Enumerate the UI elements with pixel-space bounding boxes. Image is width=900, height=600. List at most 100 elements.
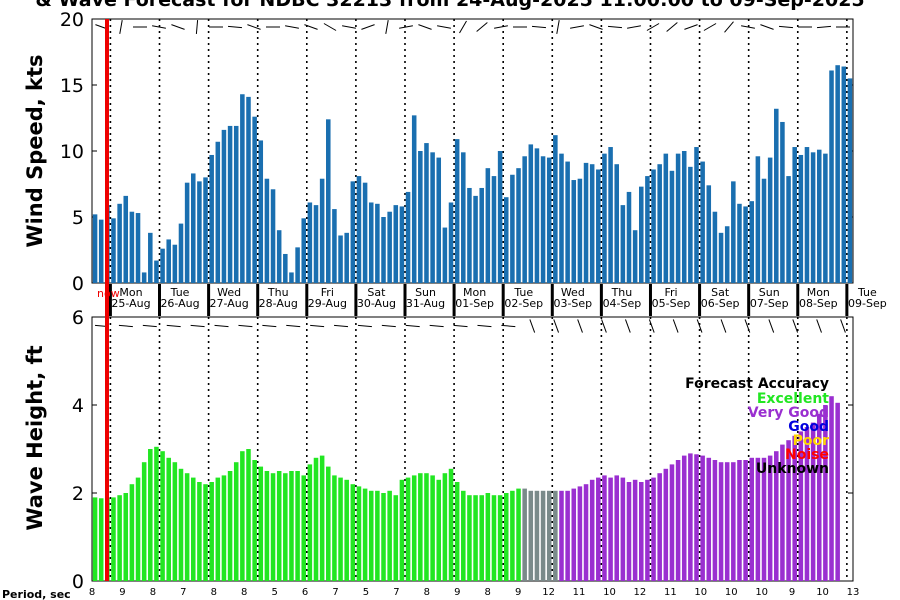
wave-bar — [148, 449, 153, 581]
wave-direction-arrow — [405, 324, 420, 328]
wind-bar — [614, 164, 619, 283]
day-date-label: 27-Aug — [210, 297, 249, 310]
wind-bar — [522, 156, 527, 283]
wind-bar — [178, 223, 184, 283]
wind-direction-arrow — [494, 25, 508, 29]
wave-bar — [737, 460, 742, 581]
wave-bar — [503, 493, 509, 581]
wind-bar — [221, 129, 227, 283]
wind-bar — [92, 214, 98, 283]
period-tick: 10 — [816, 587, 829, 598]
legend-title: Forecast Accuracy — [685, 376, 829, 392]
wave-bar — [190, 477, 196, 581]
wave-bar — [418, 473, 423, 581]
wind-bar — [301, 218, 306, 283]
wave-bar — [510, 490, 515, 581]
wind-bar — [319, 178, 325, 283]
wind-bar — [491, 176, 497, 283]
legend-noise: Noise — [785, 447, 829, 463]
day-date-label: 04-Sep — [603, 297, 642, 310]
wave-direction-arrow — [262, 324, 277, 328]
wave-bar — [160, 451, 165, 581]
wave-bar — [473, 495, 478, 581]
wave-bar — [810, 422, 816, 581]
day-date-label: 26-Aug — [160, 297, 199, 310]
wind-bar — [111, 218, 116, 283]
legend-good: Good — [788, 419, 829, 435]
wave-bar — [589, 479, 595, 581]
legend-very-good: Very Good — [748, 405, 829, 421]
wave-bar — [767, 455, 773, 581]
wind-ytick-label: 15 — [60, 75, 84, 97]
wind-bar — [141, 272, 147, 283]
wind-bar — [332, 209, 337, 283]
day-name-label: Thu — [611, 286, 633, 299]
wave-bar — [614, 475, 619, 581]
wind-bar — [467, 187, 472, 283]
wave-bar — [203, 484, 208, 581]
wind-bar — [387, 211, 392, 283]
wave-bar — [608, 477, 613, 581]
wave-bar — [411, 475, 417, 581]
wind-bar — [731, 181, 736, 283]
wind-bar — [215, 141, 221, 283]
wind-bar — [503, 197, 509, 283]
period-tick: 10 — [725, 587, 738, 598]
wave-bar — [743, 460, 748, 581]
wind-bar — [430, 152, 435, 283]
period-label: Period, sec — [2, 588, 71, 600]
day-name-label: Thu — [267, 286, 289, 299]
wave-bar — [295, 471, 300, 581]
wind-direction-arrow — [684, 24, 698, 30]
wave-bar — [657, 473, 662, 581]
wind-bar — [166, 239, 171, 283]
wave-bar — [332, 475, 337, 581]
wave-bar — [338, 477, 343, 581]
wind-direction-arrow — [247, 24, 261, 30]
wave-bar — [553, 490, 558, 581]
wave-bar — [761, 457, 767, 581]
wind-direction-arrow — [589, 24, 603, 30]
wave-bar — [442, 473, 448, 581]
wave-bar — [497, 495, 503, 581]
wind-bar — [129, 211, 135, 283]
period-tick: 9 — [515, 587, 521, 598]
wave-bar — [313, 457, 319, 581]
wind-bar — [227, 125, 233, 283]
wind-bar — [675, 153, 681, 283]
wave-bar — [688, 453, 693, 581]
wind-bar — [411, 115, 417, 283]
legend-excellent: Excellent — [757, 391, 829, 407]
wave-direction-arrow — [453, 324, 468, 328]
period-tick: 8 — [211, 587, 217, 598]
wave-direction-arrow — [238, 324, 253, 328]
wave-bar — [387, 490, 392, 581]
wind-bar — [117, 203, 122, 283]
wave-bar — [528, 490, 534, 581]
wind-direction-arrow — [152, 25, 166, 29]
legend-unknown: Unknown — [756, 461, 829, 477]
wind-bar — [184, 182, 190, 283]
day-date-label: 09-Sep — [848, 297, 887, 310]
wave-bar — [166, 457, 171, 581]
wind-bar — [436, 157, 442, 283]
wind-bar — [393, 205, 399, 283]
wind-bar — [295, 247, 300, 283]
wave-bar — [289, 471, 294, 581]
wave-direction-arrow — [190, 324, 205, 328]
period-tick: 8 — [89, 587, 95, 598]
wind-bar — [620, 205, 626, 283]
wave-bar — [639, 482, 644, 581]
wind-ytick-label: 10 — [60, 141, 84, 163]
wind-bar — [344, 232, 349, 283]
wave-bar — [141, 462, 147, 581]
wind-direction-arrow — [459, 20, 467, 34]
day-name-label: Mon — [807, 286, 830, 299]
wave-bar — [774, 451, 779, 581]
wave-bar — [546, 490, 552, 581]
wind-bar — [816, 149, 822, 283]
wave-bar — [252, 460, 257, 581]
period-tick: 8 — [485, 587, 491, 598]
wind-direction-arrow — [285, 25, 299, 29]
wave-bar — [712, 460, 718, 581]
